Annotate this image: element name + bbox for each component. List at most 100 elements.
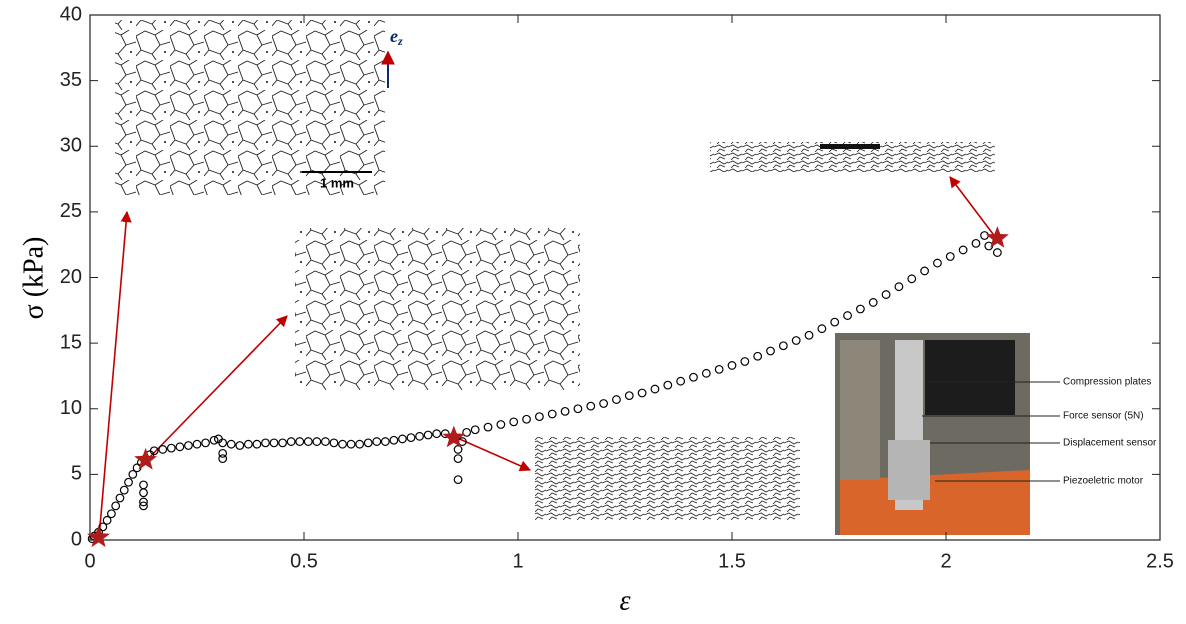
data-point — [612, 395, 621, 404]
y-axis-label: σ (kPa) — [18, 237, 49, 320]
data-point — [415, 431, 424, 441]
x-tick-label: 1.5 — [718, 550, 746, 572]
data-point — [128, 469, 138, 479]
data-point — [389, 435, 399, 445]
data-point — [119, 485, 129, 495]
data-point — [453, 445, 463, 454]
arrows — [98, 176, 997, 539]
data-point — [856, 304, 865, 314]
data-point — [496, 420, 506, 429]
annotation: Displacement sensor — [1063, 438, 1157, 449]
data-point — [907, 274, 917, 284]
data-point — [278, 438, 288, 448]
data-point — [881, 290, 891, 299]
data-point — [329, 438, 339, 448]
direction-label: ez — [390, 26, 403, 48]
data-point — [637, 388, 647, 398]
data-point — [363, 438, 373, 448]
data-point — [573, 404, 583, 414]
scale-bar-label: 1 mm — [320, 175, 354, 190]
data-point — [766, 346, 775, 356]
data-point — [560, 406, 570, 416]
data-point — [218, 454, 228, 464]
data-point — [868, 298, 878, 307]
data-point — [209, 435, 219, 445]
direction-base: e — [390, 26, 398, 46]
star-marker — [87, 525, 110, 548]
y-tick-label: 20 — [60, 266, 82, 288]
x-tick-label: 0 — [84, 550, 95, 572]
data-point — [261, 438, 270, 448]
data-point — [139, 488, 148, 498]
data-point — [740, 357, 750, 366]
direction-sub: z — [397, 34, 403, 48]
data-point — [286, 437, 296, 446]
annotation: Compression plates — [1063, 377, 1151, 388]
data-point — [522, 414, 531, 424]
data-point — [423, 430, 433, 440]
data-point — [372, 437, 382, 446]
data-point — [804, 330, 814, 340]
y-tick-label: 15 — [60, 331, 82, 353]
data-point — [139, 480, 148, 490]
data-point — [958, 245, 968, 255]
data-point — [453, 454, 463, 464]
data-point — [980, 231, 989, 240]
data-point — [714, 364, 724, 374]
data-point — [547, 409, 557, 419]
data-point — [312, 437, 322, 446]
x-tick-label: 0.5 — [290, 550, 318, 572]
data-point — [894, 282, 904, 292]
data-point — [971, 238, 981, 248]
data-point — [753, 351, 763, 361]
data-point — [830, 317, 840, 327]
data-point — [380, 437, 390, 446]
data-point — [192, 439, 202, 449]
data-point — [139, 497, 148, 507]
data-point — [338, 439, 347, 449]
data-point — [453, 475, 463, 485]
x-axis-label: ε — [619, 585, 630, 616]
data-point — [102, 515, 112, 525]
y-tick-label: 25 — [60, 200, 82, 222]
data-point — [432, 429, 442, 439]
data-point — [920, 266, 929, 276]
y-tick-label: 35 — [60, 69, 82, 91]
data-point — [791, 336, 801, 345]
x-tick-label: 1 — [512, 550, 523, 572]
data-point — [321, 437, 330, 446]
data-point — [398, 434, 407, 444]
data-point — [586, 401, 596, 411]
y-tick-label: 0 — [71, 528, 82, 550]
data-point — [535, 412, 544, 422]
data-point — [243, 439, 253, 449]
x-tick-label: 2 — [940, 550, 951, 572]
data-point — [201, 438, 210, 448]
data-point — [124, 477, 133, 487]
data-point — [346, 439, 356, 449]
data-point — [175, 442, 185, 452]
data-point — [701, 368, 711, 378]
photo — [835, 333, 1030, 535]
data-point — [470, 425, 480, 435]
data-point — [111, 501, 121, 511]
data-point — [106, 509, 116, 519]
data-point — [218, 448, 228, 458]
data-point — [676, 376, 686, 386]
data-point — [663, 380, 673, 390]
micrograph-band — [820, 144, 880, 149]
data-point — [992, 248, 1002, 257]
data-point — [355, 439, 365, 449]
data-point — [945, 252, 955, 261]
data-point — [727, 361, 737, 370]
star-marker — [442, 425, 466, 448]
y-tick-label: 10 — [60, 397, 82, 419]
annotation: Force sensor (5N) — [1063, 411, 1144, 422]
data-point — [406, 433, 416, 443]
data-point — [158, 445, 168, 454]
data-point — [139, 501, 148, 511]
data-point — [933, 258, 942, 268]
data-point — [218, 438, 228, 448]
data-point — [778, 341, 788, 351]
data-point — [166, 443, 176, 453]
